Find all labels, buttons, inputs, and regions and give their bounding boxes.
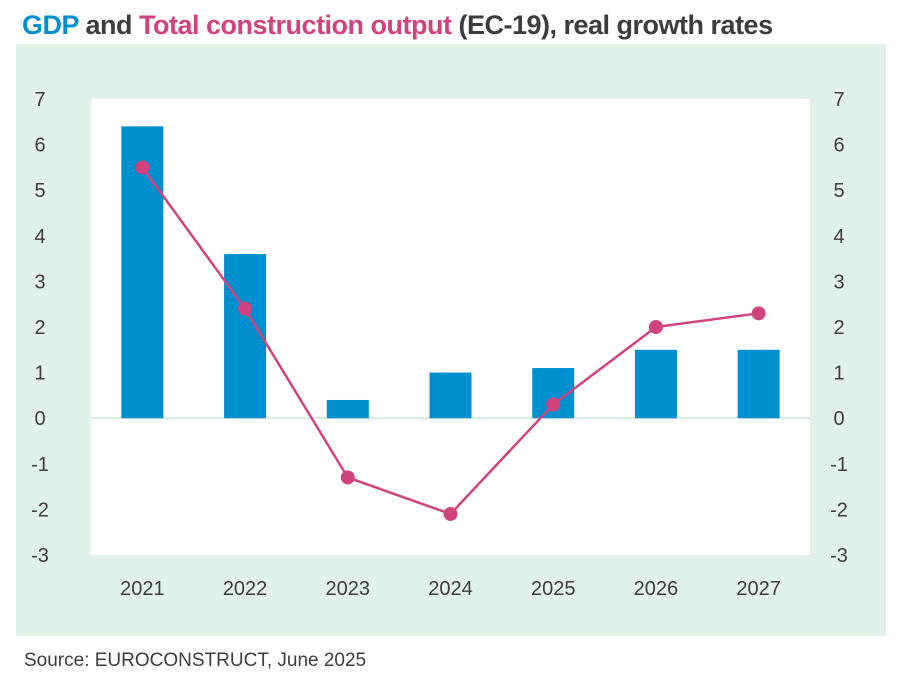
gdp-bar-2024 [429,372,472,419]
y-tick-left: 3 [34,271,45,293]
y-tick-right: 3 [833,271,844,293]
y-tick-left: 6 [34,135,45,157]
y-tick-left: -3 [31,545,49,567]
y-tick-right: 7 [833,89,844,111]
source-note: Source: EUROCONSTRUCT, June 2025 [24,650,367,671]
x-axis: 2021 2022 2023 2024 2025 2026 2027 [120,578,781,600]
construction-point-2022 [238,301,253,316]
construction-point-2027 [751,306,766,321]
y-tick-left: -2 [31,499,49,521]
y-axis-left: 7 6 5 4 3 2 1 0 -1 -2 -3 [31,89,49,567]
y-tick-left: 2 [34,317,45,339]
y-tick-right: 1 [833,363,844,385]
x-tick-label: 2024 [428,578,473,600]
gdp-bar-2026 [634,349,677,419]
y-tick-right: 2 [833,317,844,339]
y-tick-left: -1 [31,454,49,476]
y-tick-right: 5 [833,180,844,202]
gdp-bar-2021 [121,126,164,419]
construction-point-2023 [340,470,355,485]
y-tick-right: 6 [833,135,844,157]
title-and: and [78,10,140,40]
x-tick-label: 2023 [326,578,371,600]
y-axis-right: 7 6 5 4 3 2 1 0 -1 -2 -3 [830,89,848,567]
y-tick-left: 7 [34,89,45,111]
y-tick-left: 4 [34,226,45,248]
title-rest: (EC-19), real growth rates [451,10,774,40]
gdp-bar-2027 [737,349,780,419]
x-tick-label: 2027 [736,578,781,600]
y-tick-left: 0 [34,408,45,430]
x-tick-label: 2026 [634,578,679,600]
construction-line-group [135,160,766,521]
construction-point-2025 [546,397,561,412]
plot-area [91,99,810,555]
title-construction: Total construction output [139,10,452,40]
gdp-bars [121,126,780,419]
chart-title: GDP and Total construction output (EC-19… [22,10,773,41]
x-tick-label: 2021 [120,578,165,600]
gdp-bar-2023 [326,399,369,419]
y-tick-right: 0 [833,408,844,430]
x-tick-label: 2025 [531,578,576,600]
construction-point-2021 [135,160,150,175]
x-tick-label: 2022 [223,578,268,600]
construction-point-2024 [443,506,458,521]
y-tick-left: 1 [34,363,45,385]
y-tick-right: -1 [830,454,848,476]
y-tick-right: -3 [830,545,848,567]
gdp-bar-2022 [224,254,267,419]
title-gdp: GDP [22,10,79,40]
y-tick-right: -2 [830,499,848,521]
y-tick-left: 5 [34,180,45,202]
construction-point-2026 [648,320,663,334]
y-tick-right: 4 [833,226,844,248]
